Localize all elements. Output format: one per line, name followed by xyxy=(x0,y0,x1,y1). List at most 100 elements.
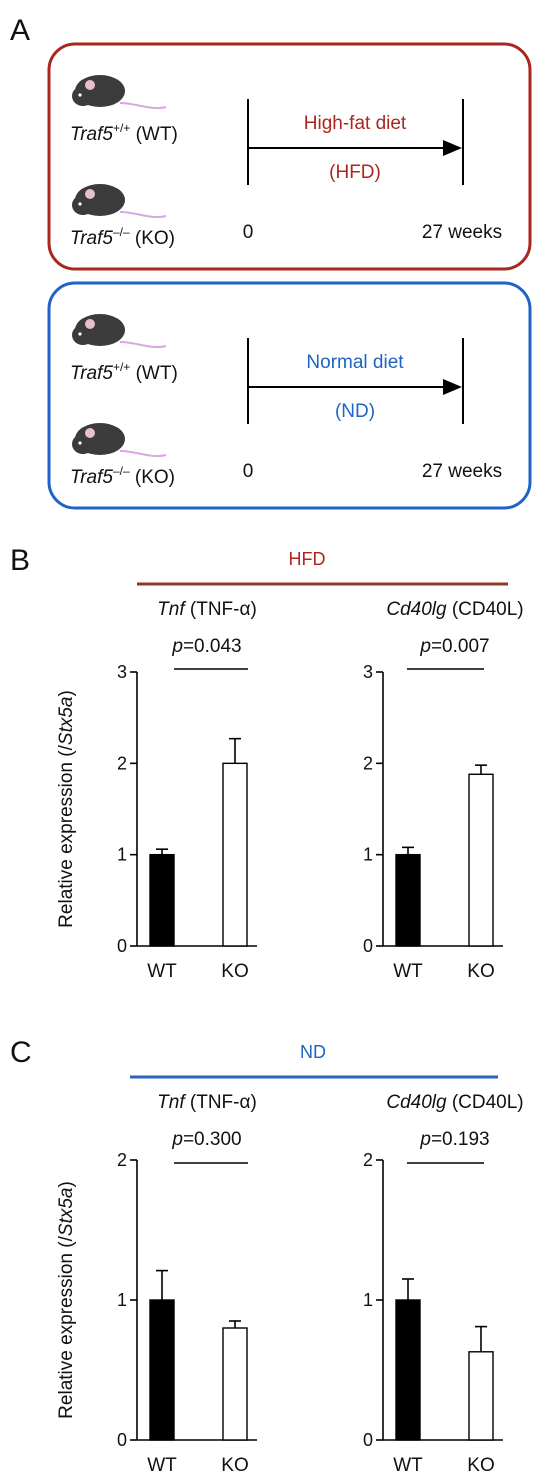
mouse-tail xyxy=(119,102,167,110)
x-tick-label: WT xyxy=(147,961,177,982)
genotype-tag: (KO) xyxy=(130,228,175,249)
title-protein: (CD40L) xyxy=(447,1092,524,1113)
title-gene: Cd40lg xyxy=(386,599,447,620)
p-value-label: p=0.043 xyxy=(171,636,241,657)
y-tick-label: 1 xyxy=(363,1290,373,1310)
ylabel-text: Relative expression (/ xyxy=(56,744,77,927)
y-axis-label: Relative expression (/Stx5a) xyxy=(56,690,77,928)
x-tick-label: WT xyxy=(393,961,423,982)
nd-diet-label: Normal diet xyxy=(306,352,404,373)
chart-title: Cd40lg (CD40L) xyxy=(386,1092,523,1113)
title-gene: Cd40lg xyxy=(386,1092,447,1113)
genotype-tag: (KO) xyxy=(130,467,175,488)
chart-title: Tnf (TNF-α) xyxy=(157,599,257,620)
mouse-ear xyxy=(85,80,95,90)
bar-wt xyxy=(395,1299,421,1441)
x-tick-label: KO xyxy=(467,961,494,982)
genotype-superscript: +/+ xyxy=(113,360,130,374)
p-value-label: p=0.193 xyxy=(419,1129,489,1150)
y-tick-label: 0 xyxy=(363,936,373,956)
hfd-wt-mouse xyxy=(72,75,167,110)
nd-diet-abbrev: (ND) xyxy=(335,401,375,422)
p-symbol: p xyxy=(171,636,183,657)
genotype-gene: Traf5 xyxy=(70,363,113,384)
nd-start-label: 0 xyxy=(243,461,254,482)
p-symbol: p xyxy=(419,636,431,657)
genotype-label-wt: Traf5+/+ (WT) xyxy=(70,121,178,145)
ylabel-gene: Stx5a xyxy=(56,697,77,746)
mouse-head xyxy=(72,195,94,215)
mouse-tail xyxy=(119,211,167,219)
genotype-superscript: +/+ xyxy=(113,121,130,135)
mouse-tail xyxy=(119,450,167,458)
y-tick-label: 3 xyxy=(117,662,127,682)
hfd-group-label: HFD xyxy=(289,549,326,569)
y-tick-label: 2 xyxy=(363,753,373,773)
chart-3: 0 1 2 WT KO Cd40lg (CD40L) p=0.193 xyxy=(363,1092,524,1476)
nd-wt-mouse xyxy=(72,314,167,349)
panel-label-a: A xyxy=(10,14,30,47)
ylabel-gene: Stx5a xyxy=(56,1188,77,1237)
genotype-label-ko: Traf5–/– (KO) xyxy=(70,225,175,249)
bar-wt xyxy=(149,1299,175,1441)
title-protein: (CD40L) xyxy=(447,599,524,620)
y-tick-label: 2 xyxy=(117,1150,127,1170)
bar-ko xyxy=(222,1327,248,1441)
y-tick-label: 2 xyxy=(117,753,127,773)
nd-group-label: ND xyxy=(300,1042,326,1062)
p-value-label: p=0.007 xyxy=(419,636,489,657)
mouse-ear xyxy=(85,428,95,438)
x-tick-label: WT xyxy=(393,1455,423,1476)
mouse-ear xyxy=(85,189,95,199)
genotype-gene: Traf5 xyxy=(70,228,113,249)
nd-end-label: 27 weeks xyxy=(422,461,502,482)
mouse-head xyxy=(72,434,94,454)
y-tick-label: 3 xyxy=(363,662,373,682)
y-tick-label: 2 xyxy=(363,1150,373,1170)
p-symbol: p xyxy=(419,1129,431,1150)
y-tick-label: 1 xyxy=(117,845,127,865)
p-value-label: p=0.300 xyxy=(171,1129,241,1150)
hfd-end-label: 27 weeks xyxy=(422,222,502,243)
mouse-eye xyxy=(78,332,82,336)
x-tick-label: KO xyxy=(467,1455,494,1476)
mouse-head xyxy=(72,86,94,106)
mouse-eye xyxy=(78,202,82,206)
genotype-label-wt: Traf5+/+ (WT) xyxy=(70,360,178,384)
bar-ko xyxy=(468,773,494,947)
p-number: =0.300 xyxy=(183,1129,242,1150)
genotype-tag: (WT) xyxy=(130,124,177,145)
mouse-head xyxy=(72,325,94,345)
hfd-diet-label: High-fat diet xyxy=(304,113,407,134)
y-axis-label: Relative expression (/Stx5a) xyxy=(56,1181,77,1419)
p-number: =0.193 xyxy=(431,1129,490,1150)
ylabel-text: Relative expression (/ xyxy=(56,1235,77,1418)
y-tick-label: 1 xyxy=(117,1290,127,1310)
y-tick-label: 0 xyxy=(363,1430,373,1450)
genotype-tag: (WT) xyxy=(130,363,177,384)
x-tick-label: KO xyxy=(221,1455,248,1476)
genotype-gene: Traf5 xyxy=(70,467,113,488)
y-tick-label: 0 xyxy=(117,936,127,956)
y-tick-label: 0 xyxy=(117,1430,127,1450)
hfd-diet-abbrev: (HFD) xyxy=(329,162,381,183)
mouse-eye xyxy=(78,93,82,97)
nd-ko-mouse xyxy=(72,423,167,458)
bar-ko xyxy=(222,762,248,947)
title-protein: (TNF-α) xyxy=(185,1092,257,1113)
genotype-gene: Traf5 xyxy=(70,124,113,145)
y-tick-label: 1 xyxy=(363,845,373,865)
genotype-superscript: –/– xyxy=(113,225,130,239)
chart-title: Tnf (TNF-α) xyxy=(157,1092,257,1113)
panel-label-c: C xyxy=(10,1036,32,1069)
p-symbol: p xyxy=(171,1129,183,1150)
p-number: =0.043 xyxy=(183,636,242,657)
bar-ko xyxy=(468,1351,494,1441)
title-gene: Tnf xyxy=(157,599,186,620)
hfd-ko-mouse xyxy=(72,184,167,219)
ylabel-close: ) xyxy=(56,690,77,696)
bar-wt xyxy=(395,853,421,947)
